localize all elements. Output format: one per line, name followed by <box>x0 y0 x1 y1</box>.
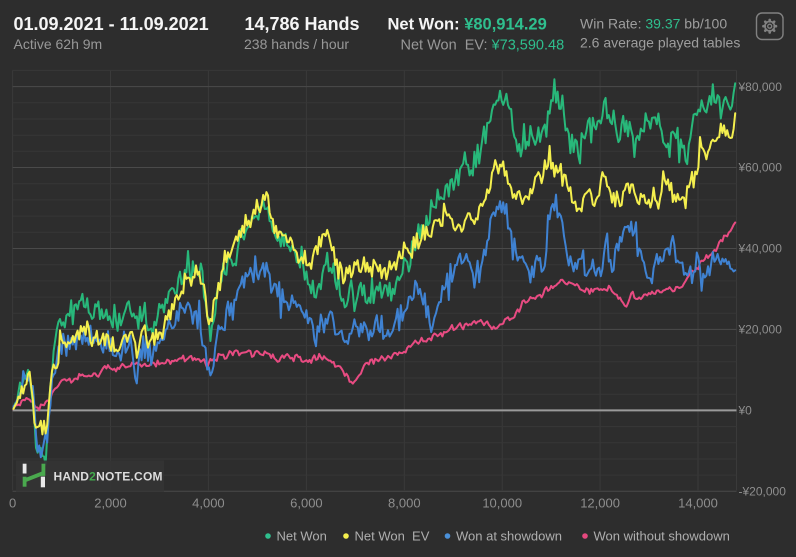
svg-text:Active 62h 9m: Active 62h 9m <box>14 36 103 52</box>
svg-text:12,000: 12,000 <box>580 496 620 511</box>
svg-text:Won at showdown: Won at showdown <box>456 529 562 544</box>
svg-text:0: 0 <box>9 496 16 511</box>
svg-text:¥60,000: ¥60,000 <box>738 161 783 175</box>
svg-text:HAND2NOTE.COM: HAND2NOTE.COM <box>54 470 163 484</box>
svg-text:10,000: 10,000 <box>482 496 522 511</box>
svg-text:2.6 average played tables: 2.6 average played tables <box>580 35 740 51</box>
svg-text:238 hands / hour: 238 hands / hour <box>244 36 349 52</box>
svg-text:Won without showdown: Won without showdown <box>594 529 730 544</box>
svg-text:-¥20,000: -¥20,000 <box>739 485 787 499</box>
svg-text:Net Won EV: Net Won EV <box>355 529 430 544</box>
svg-text:14,786 Hands: 14,786 Hands <box>245 14 360 34</box>
svg-text:4,000: 4,000 <box>192 496 225 511</box>
svg-text:Net Won: Net Won <box>277 529 327 544</box>
svg-text:¥20,000: ¥20,000 <box>738 323 783 337</box>
svg-text:2,000: 2,000 <box>94 496 127 511</box>
svg-text:Win Rate: 39.37 bb/100: Win Rate: 39.37 bb/100 <box>580 16 727 32</box>
svg-text:8,000: 8,000 <box>388 496 421 511</box>
svg-text:¥0: ¥0 <box>738 404 753 418</box>
svg-text:¥40,000: ¥40,000 <box>738 242 783 256</box>
svg-text:6,000: 6,000 <box>290 496 323 511</box>
svg-text:¥80,000: ¥80,000 <box>738 80 783 94</box>
svg-text:14,000: 14,000 <box>678 496 718 511</box>
svg-text:Net Won: ¥80,914.29: Net Won: ¥80,914.29 <box>388 16 547 34</box>
svg-text:01.09.2021 - 11.09.2021: 01.09.2021 - 11.09.2021 <box>14 14 209 34</box>
svg-text:Net Won EV: ¥73,590.48: Net Won EV: ¥73,590.48 <box>401 38 565 54</box>
